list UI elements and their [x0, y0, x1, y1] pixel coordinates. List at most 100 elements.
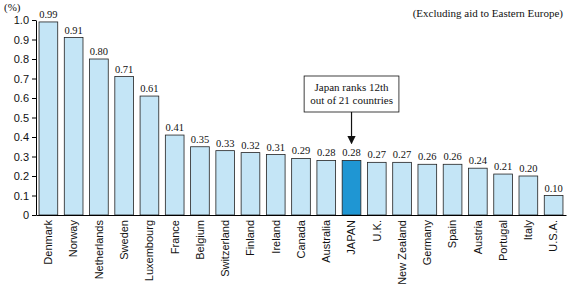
x-tick-label: Australia	[320, 219, 332, 263]
bar	[191, 147, 210, 215]
x-tick-label: JAPAN	[345, 220, 357, 255]
data-label: 0.41	[166, 122, 184, 133]
bar	[266, 155, 285, 215]
y-axis-title: (%)	[4, 1, 21, 14]
bar	[292, 158, 311, 215]
y-tick-label: 0.4	[14, 131, 29, 143]
y-tick-mark	[32, 40, 36, 41]
x-tick: Sweden	[118, 220, 130, 260]
x-tick-label: Netherlands	[93, 220, 105, 280]
bar	[494, 174, 513, 215]
x-tick: JAPAN	[345, 220, 357, 255]
x-tick: Austria	[472, 219, 484, 254]
x-axis-line	[37, 215, 567, 216]
x-tick-label: Italy	[522, 220, 534, 241]
x-tick-label: Austria	[472, 219, 484, 254]
bar	[342, 160, 361, 215]
y-tick: 0.1	[14, 190, 36, 202]
y-tick: 0	[23, 209, 36, 221]
x-tick: Netherlands	[93, 220, 105, 280]
bar	[317, 160, 336, 215]
annotation-text: out of 21 countries	[310, 94, 393, 106]
x-tick: Ireland	[270, 220, 282, 254]
annotation-text: Japan ranks 12th	[315, 81, 389, 93]
x-tick: Australia	[320, 219, 332, 263]
x-tick-label: Ireland	[270, 220, 282, 254]
bar	[64, 38, 83, 215]
data-labels: 0.990.910.800.710.610.410.350.330.320.31…	[39, 9, 563, 194]
bar	[393, 162, 412, 215]
y-tick: 0.3	[14, 151, 36, 163]
bar	[519, 176, 538, 215]
x-tick: U.S.A.	[547, 220, 559, 252]
y-tick: 0.7	[14, 73, 36, 85]
bar	[216, 151, 235, 215]
x-tick-label: Sweden	[118, 220, 130, 260]
y-tick-mark	[32, 79, 36, 80]
y-tick-label: 1.0	[14, 14, 29, 26]
data-label: 0.28	[317, 147, 335, 158]
y-tick-label: 0.3	[14, 151, 29, 163]
bar	[90, 59, 109, 215]
x-tick: Germany	[421, 220, 433, 266]
y-tick-mark	[32, 137, 36, 138]
x-tick-label: U.K.	[371, 220, 383, 241]
x-tick-label: Canada	[295, 219, 307, 258]
x-tick-label: Portugal	[497, 220, 509, 261]
y-tick-label: 0.1	[14, 190, 29, 202]
data-label: 0.61	[140, 83, 158, 94]
bar	[443, 164, 462, 215]
y-tick: 0.8	[14, 53, 36, 65]
x-tick: Italy	[522, 220, 534, 241]
subtitle: (Excluding aid to Eastern Europe)	[413, 7, 564, 20]
x-tick-label: Finland	[244, 220, 256, 256]
data-label: 0.31	[267, 142, 285, 153]
data-label: 0.71	[115, 64, 133, 75]
y-tick: 0.6	[14, 92, 36, 104]
annotation: Japan ranks 12thout of 21 countries	[304, 76, 399, 143]
x-tick: Norway	[67, 220, 79, 258]
y-tick-label: 0.5	[14, 112, 29, 124]
x-tick-label: New Zealand	[396, 220, 408, 285]
x-tick-label: Belgium	[194, 220, 206, 260]
data-label: 0.27	[368, 149, 386, 160]
y-axis: 0 0.1 0.2 0.3 0.4 0.5 0.6 0.7 0.8 0.9 1.0	[14, 14, 37, 221]
y-tick-label: 0.9	[14, 34, 29, 46]
y-tick: 0.9	[14, 34, 36, 46]
data-label: 0.33	[216, 138, 234, 149]
y-tick-mark	[32, 176, 36, 177]
data-label: 0.20	[519, 163, 537, 174]
x-axis: Denmark Norway Netherlands Sweden Luxembourg…	[37, 216, 567, 285]
bars	[39, 22, 563, 215]
x-tick-label: Luxembourg	[143, 220, 155, 281]
chart: 0.990.910.800.710.610.410.350.330.320.31…	[0, 0, 571, 290]
y-tick-label: 0.8	[14, 53, 29, 65]
x-tick-label: Germany	[421, 220, 433, 266]
bar	[367, 162, 386, 215]
y-tick-label: 0.2	[14, 170, 29, 182]
x-tick-label: Denmark	[42, 220, 54, 265]
x-tick-label: U.S.A.	[547, 220, 559, 252]
y-tick-mark	[32, 20, 36, 21]
y-tick: 0.4	[14, 131, 36, 143]
data-label: 0.10	[544, 183, 562, 194]
annotation-box	[304, 76, 399, 112]
data-label: 0.91	[64, 25, 82, 36]
bar	[115, 77, 134, 215]
x-tick: Canada	[295, 219, 307, 258]
y-tick-label: 0.7	[14, 73, 29, 85]
x-tick: U.K.	[371, 220, 383, 241]
y-tick: 0.2	[14, 170, 36, 182]
y-tick: 1.0	[14, 14, 36, 26]
data-label: 0.99	[39, 9, 57, 20]
y-tick-mark	[32, 59, 36, 60]
x-tick: Spain	[446, 220, 458, 248]
bar	[241, 153, 260, 215]
y-axis-line	[36, 21, 37, 216]
data-label: 0.26	[418, 151, 436, 162]
y-tick-mark	[32, 196, 36, 197]
x-tick-label: France	[169, 220, 181, 254]
x-tick: Denmark	[42, 220, 54, 265]
y-tick-mark	[32, 157, 36, 158]
data-label: 0.27	[393, 149, 411, 160]
